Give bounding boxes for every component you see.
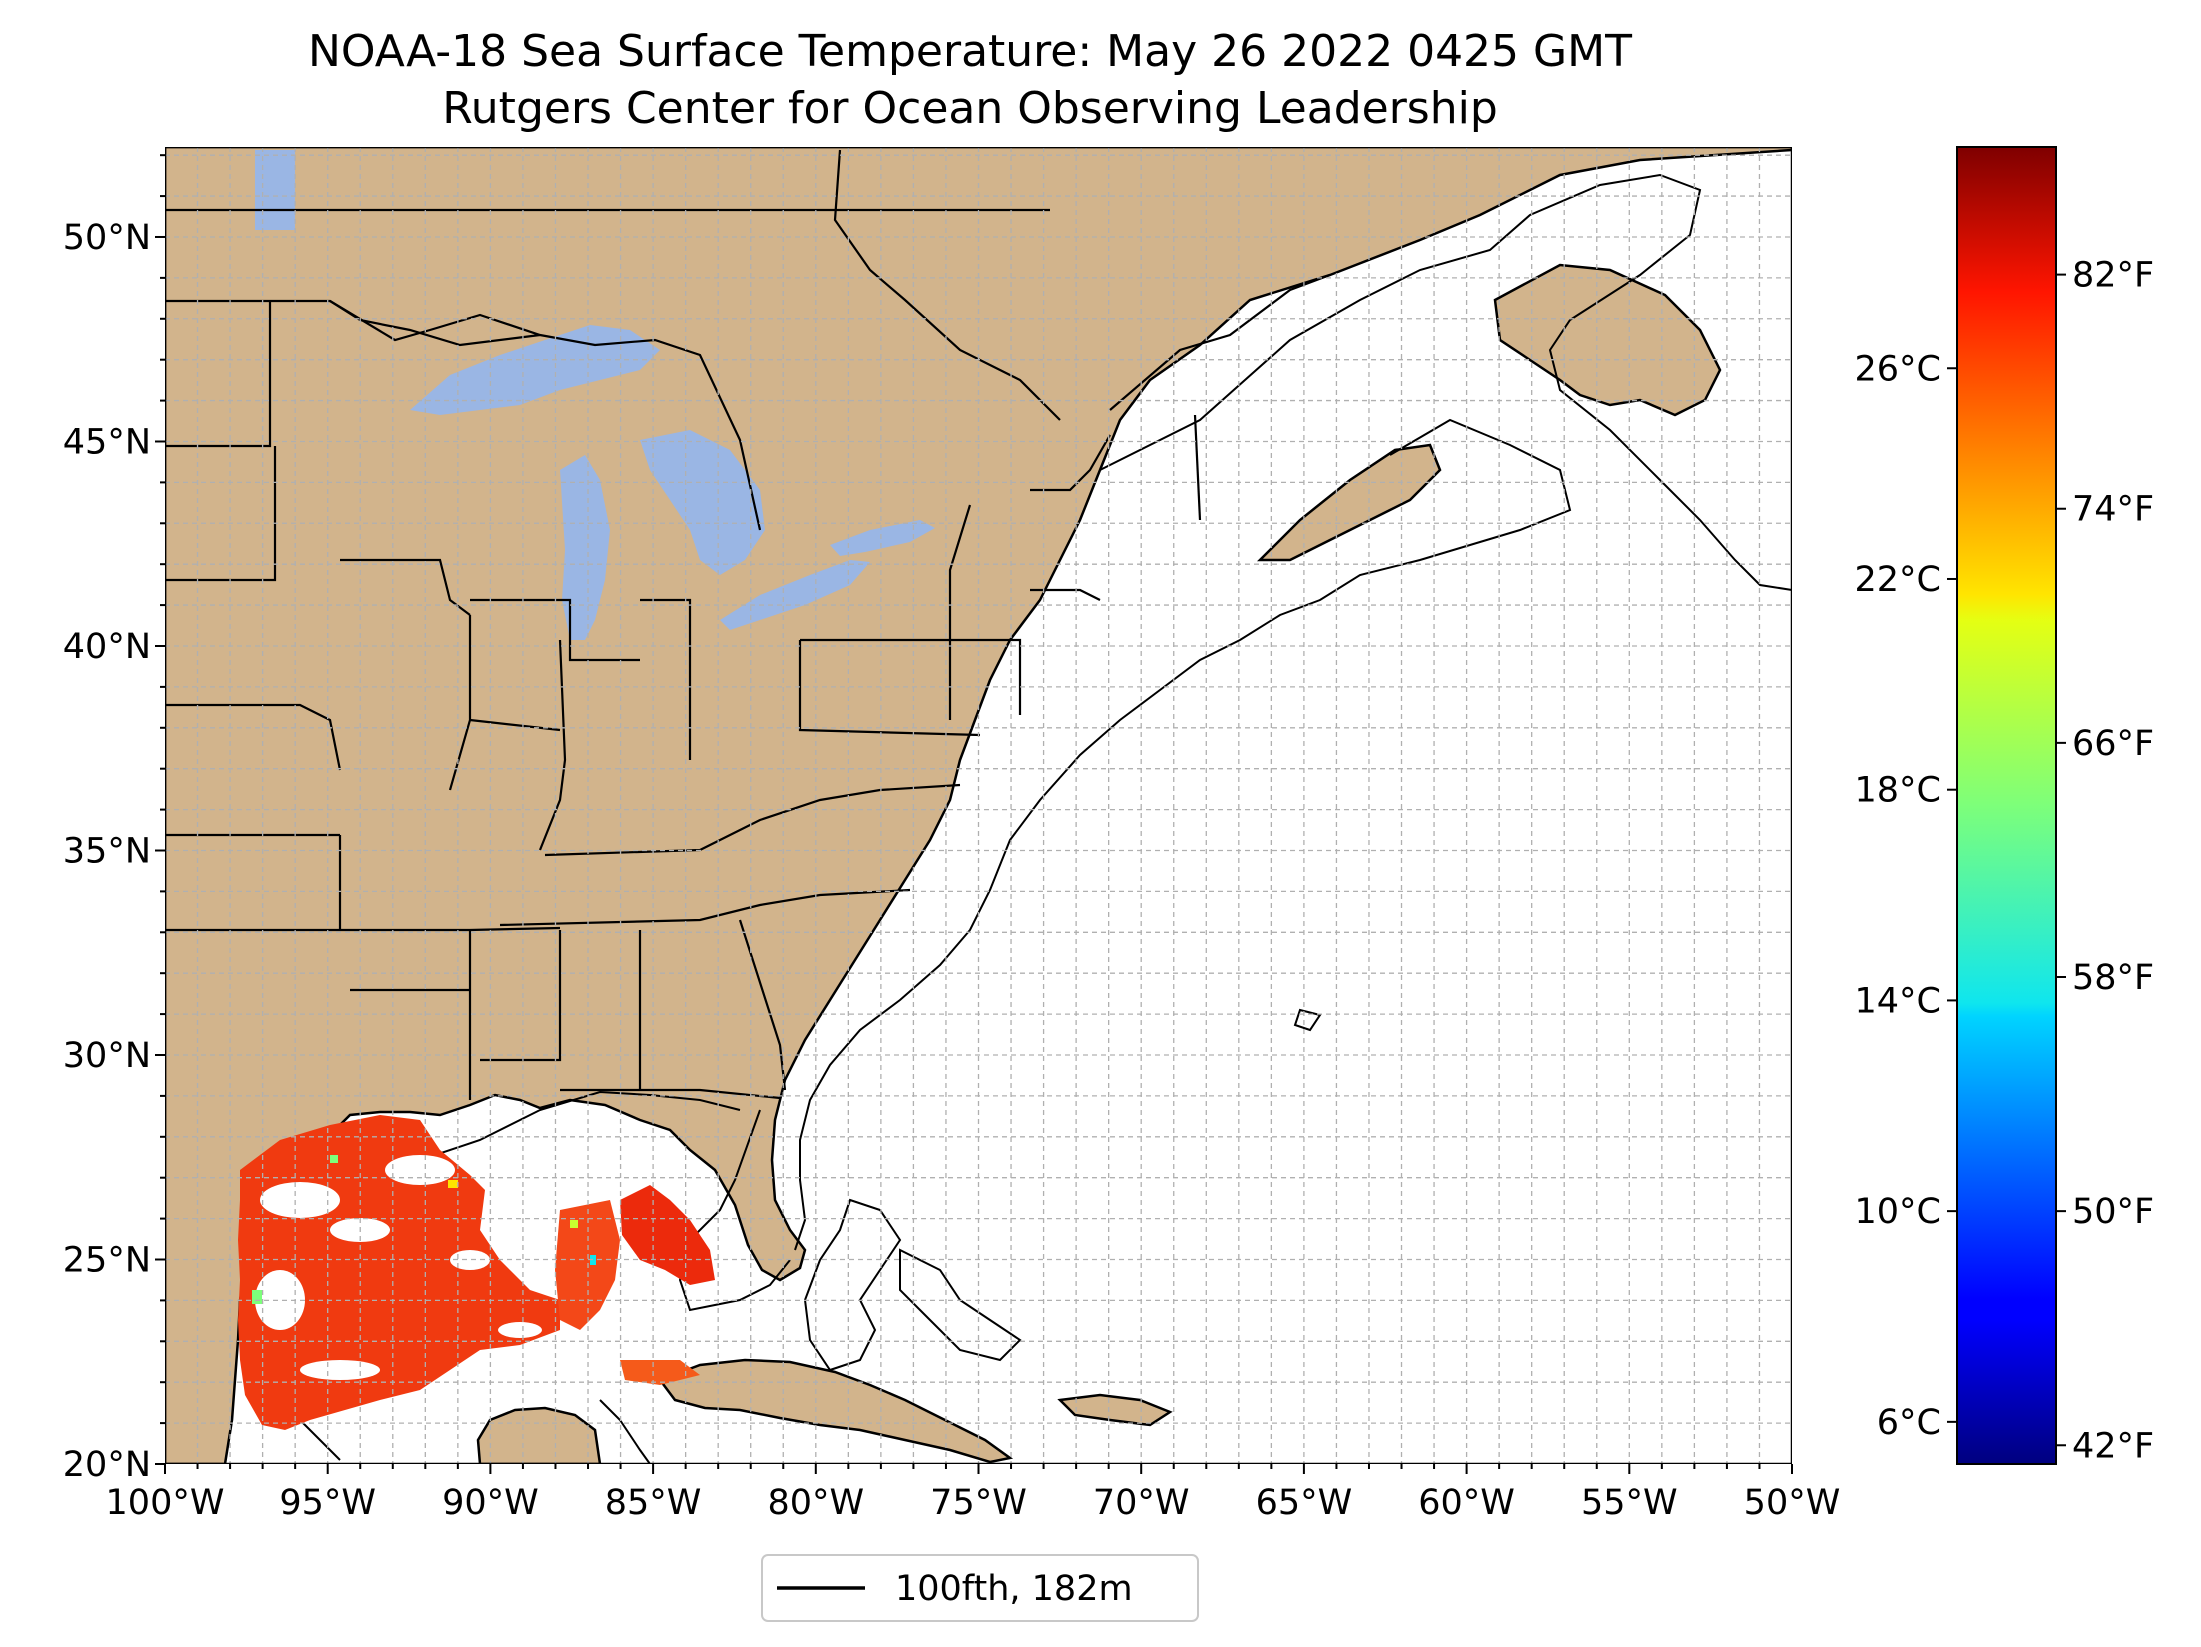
great-lakes [255,150,935,640]
lat-tick-label: 30°N [63,1036,151,1076]
lake-winnipeg-edge [255,150,295,230]
fahrenheit-tick-label: 74°F [2072,490,2154,530]
cloud-gaps [255,1155,542,1380]
cuba [657,1358,1014,1464]
lake-huron [640,430,765,575]
colorbar: 6°C 10°C 14°C 18°C 22°C 26°C 42°F 50°F 58°F 66°F… [1855,146,2154,1466]
legend-box [761,1554,1199,1622]
longitude-axis: 100°W 95°W 90°W 85°W 80°W 75°W 70°W 65°W 60°W 55°… [106,1464,1841,1523]
colorbar-fahrenheit-ticks: 42°F 50°F 58°F 66°F 74°F 82°F [2056,256,2154,1466]
lake-superior [410,325,660,415]
lat-tick-label: 45°N [63,422,151,462]
lat-tick-label: 20°N [63,1445,151,1485]
celsius-tick-label: 26°C [1855,349,1941,389]
legend: 100fth, 182m [761,1554,1199,1622]
lon-tick-label: 65°W [1256,1483,1353,1523]
lon-tick-label: 90°W [442,1483,539,1523]
map-gridlines [165,147,1792,1464]
lon-tick-label: 85°W [605,1483,702,1523]
lon-tick-label: 60°W [1418,1483,1515,1523]
lake-ontario [830,520,935,556]
sst-gulf-south [620,1360,700,1385]
lon-tick-label: 70°W [1093,1483,1190,1523]
lat-tick-label: 35°N [63,831,151,871]
celsius-tick-label: 22°C [1855,560,1941,600]
lat-tick-label: 50°N [63,218,151,258]
lake-erie [720,560,870,630]
lake-michigan [560,455,610,640]
fahrenheit-tick-label: 50°F [2072,1192,2154,1232]
lon-tick-label: 100°W [106,1483,225,1523]
yucatan-peninsula [476,1406,602,1464]
lat-tick-label: 40°N [63,627,151,667]
title-line-2: Rutgers Center for Ocean Observing Leade… [442,83,1498,134]
newfoundland [1493,263,1722,417]
celsius-tick-label: 14°C [1855,981,1941,1021]
title-line-1: NOAA-18 Sea Surface Temperature: May 26 … [308,26,1632,77]
latitude-axis: 20°N 25°N 30°N 35°N 40°N 45°N 50°N [63,154,165,1485]
fahrenheit-tick-label: 42°F [2072,1426,2154,1466]
colorbar-celsius-ticks: 6°C 10°C 14°C 18°C 22°C 26°C [1855,349,1957,1443]
legend-label: 100fth, 182m [895,1569,1133,1609]
celsius-tick-label: 10°C [1855,1192,1941,1232]
fahrenheit-tick-label: 66°F [2072,724,2154,764]
lon-tick-label: 55°W [1581,1483,1678,1523]
celsius-tick-label: 18°C [1855,771,1941,811]
colorbar-gradient [1956,146,2057,1465]
lat-tick-label: 25°N [63,1240,151,1280]
nova-scotia [1256,443,1442,562]
fahrenheit-tick-label: 82°F [2072,256,2154,296]
map-panel [165,147,1792,1464]
lon-tick-label: 75°W [930,1483,1027,1523]
lon-tick-label: 50°W [1744,1483,1841,1523]
lon-tick-label: 95°W [279,1483,376,1523]
hispaniola [1057,1393,1173,1427]
lon-tick-label: 80°W [767,1483,864,1523]
celsius-tick-label: 6°C [1877,1403,1941,1443]
fahrenheit-tick-label: 58°F [2072,958,2154,998]
